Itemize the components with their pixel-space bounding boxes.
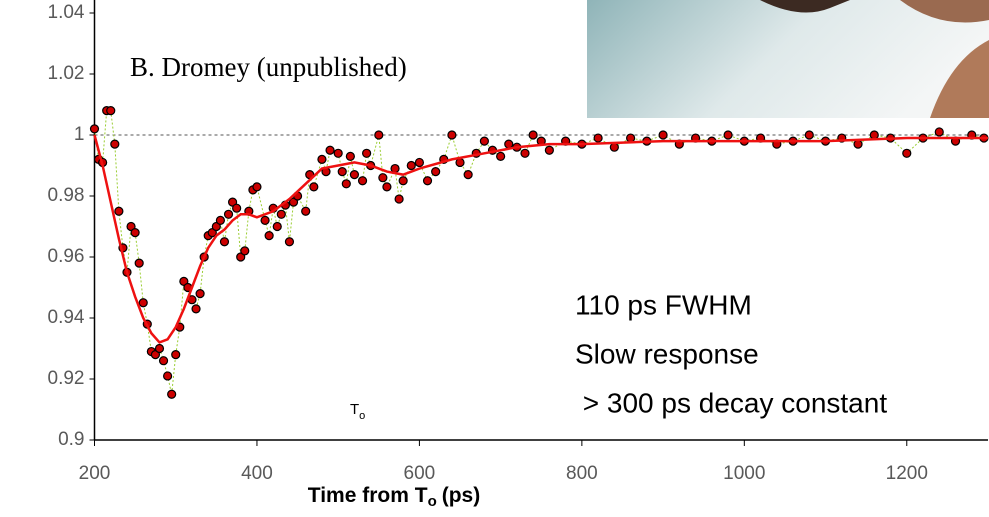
data-point	[349, 170, 360, 180]
data-point	[264, 231, 274, 241]
x-tick-label: 200	[79, 463, 111, 484]
x-tick-label: 600	[404, 463, 436, 484]
x-tick-label: 800	[566, 463, 598, 484]
y-tick-label: 0.96	[48, 246, 85, 267]
data-point	[341, 179, 351, 189]
data-point	[593, 133, 603, 143]
data-point	[301, 206, 311, 216]
data-point	[240, 246, 250, 256]
data-point	[422, 176, 433, 186]
data-point	[223, 209, 234, 219]
data-point	[325, 145, 335, 155]
data-point	[406, 160, 416, 171]
data-point	[520, 148, 530, 158]
data-point	[362, 148, 372, 158]
data-point	[934, 127, 944, 137]
data-point	[544, 145, 554, 155]
data-point	[171, 350, 181, 360]
data-point	[134, 258, 144, 268]
annotation: Slow response	[575, 338, 759, 369]
photo-detail	[900, 0, 989, 23]
x-tick-label: 400	[241, 463, 273, 484]
data-point	[447, 130, 457, 140]
data-point	[163, 371, 173, 381]
y-tick-label: 0.92	[48, 368, 85, 389]
y-tick-label: 1	[74, 124, 85, 145]
data-point	[374, 130, 384, 140]
y-tick-label: 0.9	[58, 429, 84, 450]
data-point	[309, 182, 319, 192]
fit-line	[93, 134, 988, 344]
x-tick-label: 1200	[886, 463, 928, 484]
x-axis-label-main: Time from T	[308, 484, 428, 507]
data-point	[463, 170, 473, 180]
y-tick-label: 1.02	[48, 63, 85, 84]
annotation: 110 ps FWHM	[575, 289, 752, 320]
credit: B. Dromey (unpublished)	[130, 52, 407, 82]
data-point	[130, 228, 140, 238]
x-tick-label: 1000	[723, 463, 765, 484]
data-point	[317, 154, 327, 164]
data-point	[284, 237, 295, 247]
x-axis-label-sub: o	[428, 493, 437, 510]
data-point	[345, 151, 355, 161]
data-point	[337, 167, 347, 177]
data-point	[191, 304, 201, 314]
data-point	[496, 151, 506, 161]
data-point	[219, 237, 230, 247]
data-point	[398, 176, 408, 186]
data-point	[357, 176, 368, 186]
marker-label: To	[350, 401, 365, 422]
data-point	[158, 356, 169, 366]
y-tick-label: 1.04	[48, 2, 85, 23]
data-point	[260, 215, 270, 225]
data-point	[272, 221, 282, 232]
data-point	[333, 148, 343, 158]
data-point	[252, 182, 262, 192]
connector	[94, 110, 985, 395]
data-point	[167, 389, 177, 399]
data-point	[723, 130, 733, 140]
data-point	[106, 105, 116, 116]
y-tick-label: 0.94	[48, 307, 85, 328]
data-point	[869, 130, 879, 140]
data-point	[528, 130, 538, 140]
x-axis-label-unit: (ps)	[442, 484, 481, 507]
photo-detail	[760, 0, 850, 13]
data-point	[232, 203, 242, 213]
data-point	[276, 209, 286, 219]
data-point	[215, 215, 226, 225]
marker-label-sub: o	[359, 410, 365, 422]
data-point	[89, 124, 100, 134]
data-point	[382, 182, 392, 192]
data-point	[902, 148, 912, 158]
data-point	[658, 130, 668, 140]
data-point	[378, 173, 388, 183]
photo-inset	[587, 0, 989, 118]
data-point	[138, 298, 148, 308]
data-point	[394, 194, 404, 204]
data-point	[154, 343, 165, 354]
data-point	[609, 142, 619, 152]
data-point	[804, 130, 814, 140]
x-axis-label: Time from To (ps)	[308, 484, 480, 510]
data-point	[479, 136, 489, 146]
data-point	[110, 139, 120, 149]
data-point	[625, 133, 636, 143]
data-point	[414, 157, 425, 168]
data-point	[195, 289, 205, 299]
marker-label-main: T	[350, 401, 359, 418]
photo-detail	[930, 40, 989, 118]
data-point	[853, 139, 863, 149]
annotation: > 300 ps decay constant	[575, 387, 887, 418]
data-point	[431, 167, 441, 177]
data-point	[114, 206, 124, 216]
y-tick-label: 0.98	[48, 185, 85, 206]
